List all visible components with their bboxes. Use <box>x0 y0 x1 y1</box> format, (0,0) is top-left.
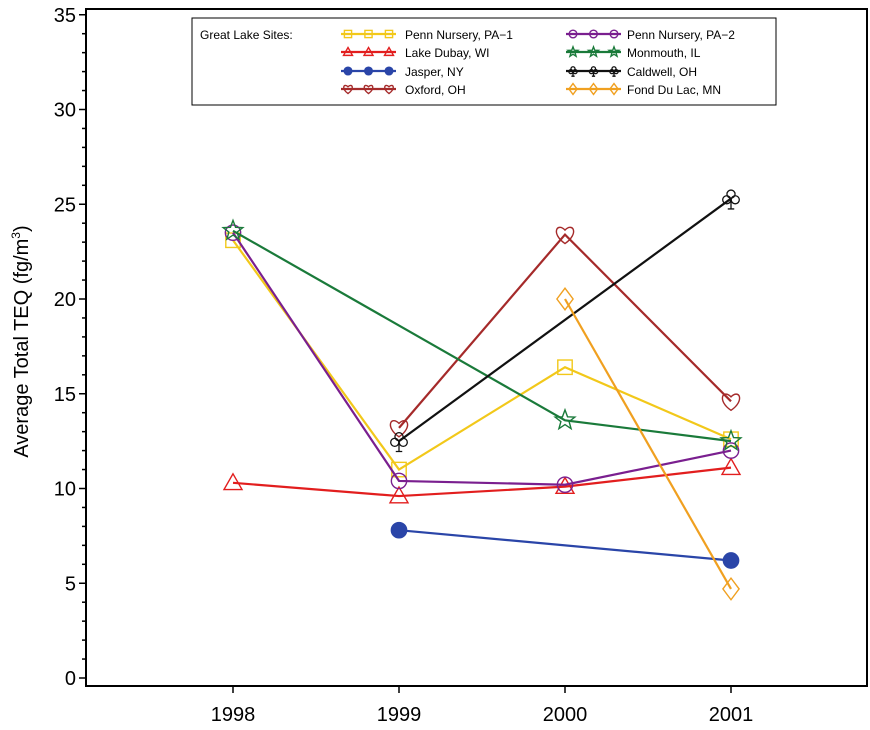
legend-marker <box>364 29 373 39</box>
data-point <box>555 226 575 245</box>
series-line <box>398 197 732 443</box>
x-tick-label: 2000 <box>543 704 588 726</box>
data-point <box>722 189 740 210</box>
data-point <box>556 476 574 494</box>
legend-marker <box>609 82 619 96</box>
series-oxford-oh <box>389 226 741 438</box>
data-point <box>224 224 242 242</box>
y-tick-label: 5 <box>65 573 76 595</box>
y-tick-label: 30 <box>54 100 76 122</box>
legend-label: Fond Du Lac, MN <box>627 83 721 97</box>
legend-marker <box>384 29 394 39</box>
legend-title: Great Lake Sites: <box>200 28 293 42</box>
series-line <box>398 529 732 562</box>
series-caldwell-oh <box>390 189 740 453</box>
series-fond-du-lac-mn <box>556 287 740 601</box>
data-point <box>721 393 741 412</box>
data-point <box>557 359 573 376</box>
legend-marker <box>586 44 601 58</box>
legend-item: Lake Dubay, WI <box>341 46 489 60</box>
legend-marker <box>588 66 599 77</box>
legend-item: Monmouth, IL <box>566 44 701 60</box>
legend-marker <box>384 84 394 95</box>
legend-marker <box>343 84 353 95</box>
legend: Great Lake Sites: Penn Nursery, PA−1 Lake … <box>191 17 777 106</box>
legend-item: Jasper, NY <box>341 65 464 79</box>
series-penn-nursery-pa-2 <box>224 224 740 494</box>
data-point <box>222 472 244 491</box>
legend-item: Caldwell, OH <box>566 65 697 79</box>
data-point <box>556 287 574 311</box>
legend-marker <box>384 66 394 76</box>
legend-marker <box>343 29 353 39</box>
legend-item: Fond Du Lac, MN <box>566 82 721 97</box>
legend-marker <box>607 44 621 58</box>
legend-item: Penn Nursery, PA−2 <box>566 28 735 42</box>
plot-frame <box>85 8 868 687</box>
legend-marker <box>568 29 578 39</box>
y-tick-label: 35 <box>54 5 76 27</box>
legend-box <box>191 17 777 106</box>
y-tick-label: 15 <box>54 384 76 406</box>
data-point <box>388 485 410 504</box>
data-point <box>722 442 740 459</box>
series-line <box>398 232 732 429</box>
legend-marker <box>383 46 395 57</box>
legend-label: Oxford, OH <box>405 83 466 97</box>
legend-marker <box>343 66 353 76</box>
legend-marker <box>609 66 619 77</box>
data-point <box>389 419 409 438</box>
legend-label: Penn Nursery, PA−1 <box>405 28 513 42</box>
legend-marker <box>568 82 578 96</box>
x-tick-label: 1999 <box>377 704 422 726</box>
series-jasper-ny <box>390 521 740 569</box>
series-lake-dubay-wi <box>222 457 742 504</box>
series-line <box>564 298 732 590</box>
data-point <box>390 431 408 453</box>
legend-marker <box>588 82 599 96</box>
legend-marker <box>363 66 374 76</box>
series-line <box>232 229 732 443</box>
axes: 0 5 10 15 20 25 30 35 1998 1999 2000 2001 Average To… <box>9 5 868 726</box>
data-point <box>221 218 245 241</box>
y-tick-label: 25 <box>54 194 76 216</box>
data-point <box>720 457 742 476</box>
legend-label: Caldwell, OH <box>627 65 697 79</box>
series-line <box>232 466 732 498</box>
legend-marker <box>566 44 580 58</box>
y-tick-label: 0 <box>65 668 76 690</box>
data-point <box>722 552 740 569</box>
data-point <box>390 521 408 539</box>
series-layer <box>221 189 743 601</box>
legend-label: Jasper, NY <box>405 65 464 79</box>
legend-marker <box>362 46 375 57</box>
series-monmouth-il <box>221 218 743 452</box>
legend-marker <box>363 84 374 95</box>
data-point <box>390 472 408 490</box>
series-line <box>232 232 732 486</box>
legend-marker <box>588 29 599 39</box>
x-tick-label: 1998 <box>211 704 256 726</box>
legend-label: Penn Nursery, PA−2 <box>627 28 735 42</box>
y-tick-label: 10 <box>54 479 76 501</box>
legend-marker <box>609 29 619 39</box>
data-point <box>719 428 743 452</box>
data-point <box>722 576 740 601</box>
legend-marker <box>342 46 354 57</box>
x-tick-label: 2001 <box>709 704 754 726</box>
data-point <box>553 407 577 431</box>
legend-item: Oxford, OH <box>341 83 466 97</box>
legend-label: Monmouth, IL <box>627 46 701 60</box>
y-axis-title: Average Total TEQ (fg/m3) <box>9 225 33 457</box>
y-tick-label: 20 <box>54 289 76 311</box>
legend-label: Lake Dubay, WI <box>405 46 489 60</box>
legend-marker <box>568 66 578 77</box>
legend-item: Penn Nursery, PA−1 <box>341 28 513 42</box>
